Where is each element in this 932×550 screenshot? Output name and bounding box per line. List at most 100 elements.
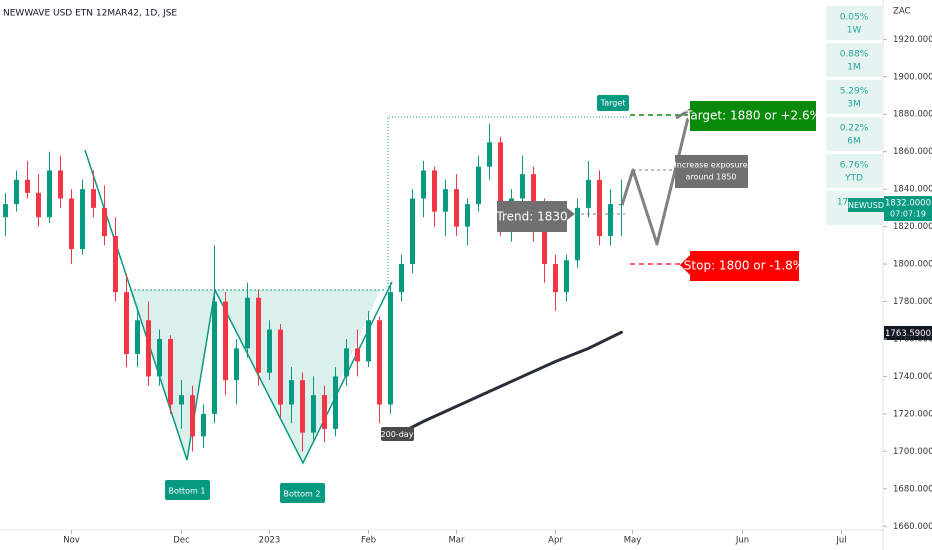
y-tick-label: 1880.0000 [893,110,932,120]
x-tick-label: Dec [173,536,190,546]
candle-body [586,179,591,208]
candle-body [410,198,415,265]
candle-body [14,179,19,205]
y-tick-label: 1720.0000 [893,409,932,419]
bottom2-label: Bottom 2 [284,490,321,499]
candle-body [388,292,393,405]
y-tick-label: 1780.0000 [893,297,932,307]
x-tick-label: Apr [548,536,563,546]
y-tick-label: 1800.0000 [893,260,932,270]
candle-body [399,264,404,293]
candle-body [333,376,338,429]
y-tick-label: 1900.0000 [893,72,932,82]
x-tick-label: Feb [361,536,376,546]
y-tick-label: 1700.0000 [893,447,932,457]
candle-body [454,189,459,227]
x-tick-label: 2023 [259,536,281,546]
y-tick-label: 1660.0000 [893,522,932,532]
y-tick-label: 1920.0000 [893,35,932,45]
stop-label: Stop: 1800 or -1.8% [684,259,804,273]
candle-body [476,166,481,205]
candle-body [366,320,371,362]
candle-body [575,207,580,261]
perf-box [826,43,882,77]
exposure-label: Increase exposure [674,161,747,170]
chart-title: NEWWAVE USD ETN 12MAR42, 1D, JSE [3,9,177,19]
candle-body [443,189,448,212]
last-price-box [884,196,932,221]
perf-box [826,154,882,188]
trend-box [497,201,575,232]
candle-body [3,204,8,218]
perf-period: 1M [847,63,861,73]
candle-body [80,189,85,250]
ma-label-box [381,427,414,441]
candle-body [355,348,360,362]
target-tag: Target [600,99,626,108]
x-tick-label: Jul [835,536,846,546]
candle-body [322,395,327,429]
pattern-area [130,290,380,463]
target-label: Target: 1880 or +2.6% [684,109,821,123]
candle-body [36,192,41,218]
bottom1-label: Bottom 1 [169,487,206,496]
currency: ZAC [893,7,910,17]
perf-value: 0.05% [840,13,869,23]
candle-body [344,348,349,377]
candle-body [487,142,492,167]
x-tick-label: Nov [63,536,80,546]
candle-body [146,320,151,377]
candle-body [289,380,294,405]
bottom2-box [280,483,325,503]
symbol-tag-box [848,198,884,212]
candle-body [135,320,140,354]
ma-price: 1763.5900 [885,329,931,339]
candle-body [212,301,217,414]
candle-body [278,329,283,405]
y-tick-label: 1740.0000 [893,372,932,382]
y-tick-label: 1820.0000 [893,222,932,232]
candle-body [113,235,118,293]
candle-body [300,380,305,433]
candle-body [377,320,382,405]
x-tick-label: Jun [735,536,749,546]
candle-body [520,174,525,199]
candle-body [47,170,52,218]
candle-body [553,264,558,293]
candle-body [25,179,30,193]
candle-body [157,338,162,377]
candle-body [124,292,129,354]
stop-box [680,251,799,281]
perf-period: 3M [847,100,861,110]
exposure-box [675,155,748,188]
candle-body [179,395,184,405]
candle-body [69,198,74,250]
perf-value: 0.22% [840,124,869,134]
candle-body [267,329,272,373]
perf-value: 6.76% [840,161,869,171]
perf-box [826,117,882,151]
x-tick-label: Mar [448,536,465,546]
x-tick-label: May [624,536,642,546]
ma-label: 200-day [381,430,414,439]
target-tag-box [597,95,629,111]
perf-period: YTD [844,174,863,184]
trend-label: Trend: 1830 [495,210,567,224]
last-price: 1832.0000 [885,199,931,209]
y-tick-label: 1860.0000 [893,147,932,157]
candle-body [256,297,261,373]
candle-body [245,297,250,349]
ma-price-box [884,326,932,340]
target-box [690,101,816,131]
candle-body [608,204,613,236]
path-arrow [620,117,690,246]
ma-line [389,330,623,440]
candle-body [542,230,547,265]
candle-body [421,170,426,199]
candle-body [190,395,195,437]
countdown: 07:07:19 [890,210,926,219]
symbol-tag: NEWUSD [848,201,884,210]
candle-body [564,260,569,293]
perf-box [826,80,882,114]
perf-period: 6M [847,137,861,147]
